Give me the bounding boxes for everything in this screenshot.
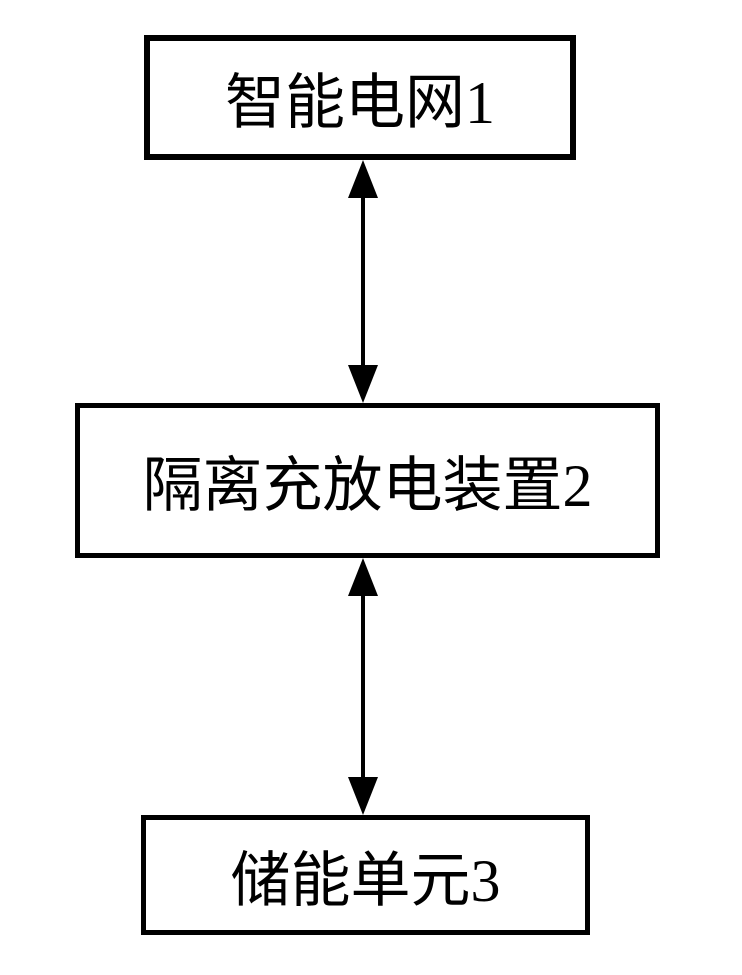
node-isolated-charger-label: 隔离充放电装置2: [143, 437, 593, 524]
arrow-grid-to-charger-head-up: [348, 160, 378, 198]
node-isolated-charger: 隔离充放电装置2: [75, 403, 660, 558]
diagram-canvas: 智能电网1 隔离充放电装置2 储能单元3: [0, 0, 742, 975]
arrow-charger-to-storage-shaft: [361, 594, 365, 779]
node-smart-grid-label: 智能电网1: [225, 54, 495, 141]
node-storage-unit: 储能单元3: [141, 815, 590, 935]
node-smart-grid: 智能电网1: [144, 35, 576, 160]
arrow-grid-to-charger-head-down: [348, 365, 378, 403]
node-storage-unit-label: 储能单元3: [231, 832, 501, 919]
arrow-charger-to-storage-head-down: [348, 777, 378, 815]
arrow-grid-to-charger-shaft: [361, 196, 365, 367]
arrow-charger-to-storage-head-up: [348, 558, 378, 596]
